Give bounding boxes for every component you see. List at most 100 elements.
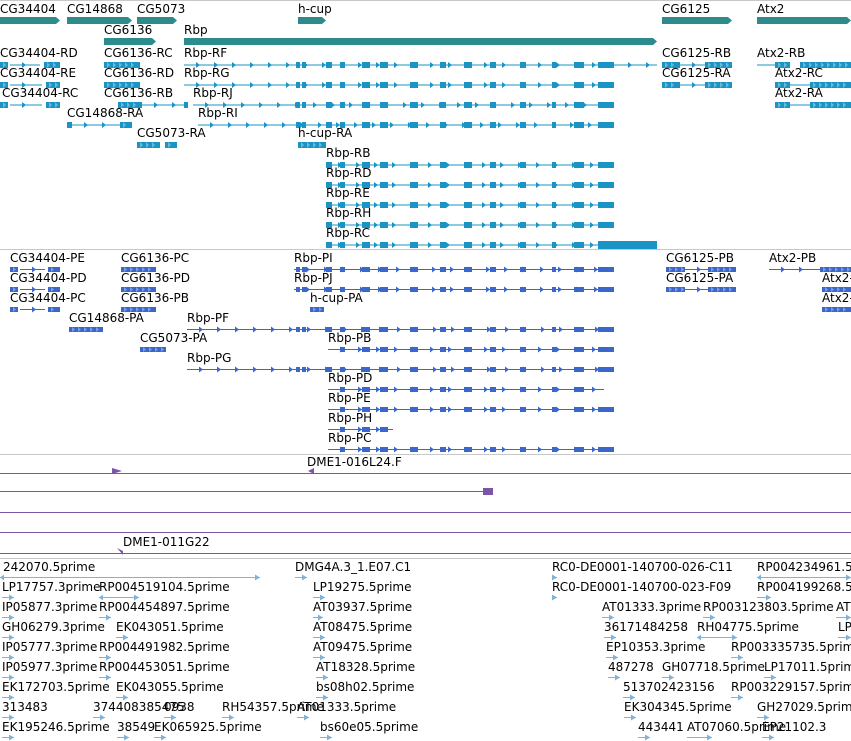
dmg4a-3-1-e07-c1-glyph[interactable]: [295, 574, 307, 581]
cg6136-rd-glyph[interactable]: [104, 82, 140, 88]
lp19275-5prime-glyph[interactable]: [313, 594, 325, 601]
atx2-pb-glyph[interactable]: [769, 266, 851, 273]
cg14868-pa-glyph[interactable]: [69, 327, 103, 332]
rh54357-5prime-glyph[interactable]: [222, 714, 234, 721]
lp17757-3prime-glyph[interactable]: [2, 594, 14, 601]
rbp-rh-glyph[interactable]: [326, 222, 614, 228]
rp003335735-5prime-glyph[interactable]: [731, 654, 743, 661]
rbp-re-glyph[interactable]: [326, 202, 614, 208]
rbp-pf-glyph[interactable]: [187, 326, 614, 333]
rp004234961-5-glyph[interactable]: [757, 574, 851, 581]
487278-glyph[interactable]: [608, 674, 620, 681]
atx2-glyph[interactable]: [822, 307, 851, 312]
374408385475-glyph[interactable]: [93, 714, 105, 721]
at07060-5prime-glyph[interactable]: [687, 734, 712, 741]
cg6136-rb-glyph[interactable]: [118, 102, 188, 108]
rbp-rc-glyph[interactable]: [326, 241, 657, 249]
rbp-rb-glyph[interactable]: [326, 162, 614, 168]
38549-glyph[interactable]: [117, 734, 129, 741]
cg6125-glyph[interactable]: [662, 17, 732, 24]
513702423156-glyph[interactable]: [623, 694, 635, 701]
cg34404-glyph[interactable]: [0, 17, 60, 24]
cg34404-pd-glyph[interactable]: [10, 286, 60, 293]
rbp-pb-glyph[interactable]: [328, 346, 614, 353]
lp-glyph[interactable]: [838, 634, 851, 641]
at09475-5prime-glyph[interactable]: [313, 654, 325, 661]
443441-glyph[interactable]: [638, 734, 650, 741]
h-cup-glyph[interactable]: [298, 17, 326, 24]
dme1-016l24-f-glyph[interactable]: [0, 468, 851, 533]
cg5073-pa-glyph[interactable]: [140, 347, 166, 352]
at08475-5prime-glyph[interactable]: [313, 634, 325, 641]
rp004199268-5-glyph[interactable]: [757, 594, 771, 601]
gh06279-3prime-glyph[interactable]: [2, 634, 14, 641]
ip05877-3prime-glyph[interactable]: [2, 614, 14, 621]
cg34404-pc-glyph[interactable]: [10, 306, 60, 313]
h-cup-ra-glyph[interactable]: [298, 142, 326, 148]
cg6136-pb-glyph[interactable]: [121, 307, 156, 312]
ep21102-3-glyph[interactable]: [762, 734, 774, 741]
ek195246-5prime-glyph[interactable]: [2, 734, 14, 741]
cg6136-glyph[interactable]: [104, 38, 156, 45]
atx2-glyph[interactable]: [757, 17, 851, 24]
rp004454897-5prime-glyph[interactable]: [99, 614, 111, 621]
rbp-pi-glyph[interactable]: [294, 266, 614, 273]
at01333-5prime-glyph[interactable]: [297, 714, 309, 721]
ep10353-3prime-glyph[interactable]: [606, 654, 618, 661]
cg14868-ra-glyph[interactable]: [67, 122, 132, 128]
at01333-3prime-glyph[interactable]: [602, 614, 614, 621]
rbp-pe-glyph[interactable]: [328, 406, 614, 413]
cg6136-pc-glyph[interactable]: [121, 267, 156, 272]
ek043051-5prime-glyph[interactable]: [116, 634, 128, 641]
cg14868-glyph[interactable]: [67, 17, 132, 24]
cg6125-rb-glyph[interactable]: [662, 62, 732, 68]
ek065925-5prime-glyph[interactable]: [154, 734, 166, 741]
ip05977-3prime-glyph[interactable]: [2, 674, 14, 681]
cg5073-ra-glyph[interactable]: [137, 142, 177, 148]
rbp-pj-glyph[interactable]: [294, 286, 614, 293]
atx2-rc-glyph[interactable]: [775, 82, 851, 88]
rbp-ri-glyph[interactable]: [198, 122, 614, 128]
cg34404-rd-glyph[interactable]: [0, 62, 60, 68]
313483-glyph[interactable]: [2, 714, 14, 721]
rbp-pc-glyph[interactable]: [328, 446, 614, 453]
ek043055-5prime-glyph[interactable]: [116, 694, 128, 701]
cg34404-rc-glyph[interactable]: [0, 102, 60, 108]
ek304345-5prime-glyph[interactable]: [624, 714, 636, 721]
cg6125-pb-glyph[interactable]: [666, 266, 736, 273]
cg6136-pd-glyph[interactable]: [121, 287, 156, 292]
cg34404-pe-glyph[interactable]: [10, 266, 60, 273]
rp004519104-5prime-glyph[interactable]: [99, 594, 139, 601]
bs60e05-5prime-glyph[interactable]: [320, 734, 332, 741]
rbp-rg-glyph[interactable]: [184, 82, 614, 88]
cg6136-rc-glyph[interactable]: [104, 62, 140, 68]
rc0-de0001-140700-023-f09-glyph[interactable]: [552, 594, 557, 601]
h-cup-pa-glyph[interactable]: [310, 307, 324, 312]
rbp-rd-glyph[interactable]: [326, 182, 614, 188]
gh07718-5prime-glyph[interactable]: [662, 674, 674, 681]
rbp-rj-glyph[interactable]: [193, 102, 614, 108]
rc0-de0001-140700-026-c11-glyph[interactable]: [552, 574, 557, 581]
rbp-ph-glyph[interactable]: [328, 426, 393, 433]
atx2-ra-glyph[interactable]: [775, 102, 851, 108]
cg6125-pa-glyph[interactable]: [666, 286, 736, 293]
dme1-011g22-glyph[interactable]: [0, 548, 851, 555]
ek172703-5prime-glyph[interactable]: [2, 694, 14, 701]
bs08h02-5prime-glyph[interactable]: [316, 694, 328, 701]
lp17011-5prime-glyph[interactable]: [764, 674, 776, 681]
36171484258-glyph[interactable]: [604, 634, 616, 641]
cg6125-ra-glyph[interactable]: [662, 82, 732, 88]
at03937-5prime-glyph[interactable]: [313, 614, 323, 621]
rbp-glyph[interactable]: [184, 38, 657, 45]
ip05777-3prime-glyph[interactable]: [2, 654, 14, 661]
atx2-rb-glyph[interactable]: [757, 62, 851, 68]
242070-5prime-glyph[interactable]: [0, 574, 260, 581]
cg34404-re-glyph[interactable]: [0, 82, 60, 88]
at-glyph[interactable]: [836, 614, 851, 621]
rbp-pd-glyph[interactable]: [328, 386, 604, 393]
rp003123803-5prime-glyph[interactable]: [703, 614, 715, 621]
cg5073-glyph[interactable]: [137, 17, 177, 24]
0938-glyph[interactable]: [164, 714, 176, 721]
